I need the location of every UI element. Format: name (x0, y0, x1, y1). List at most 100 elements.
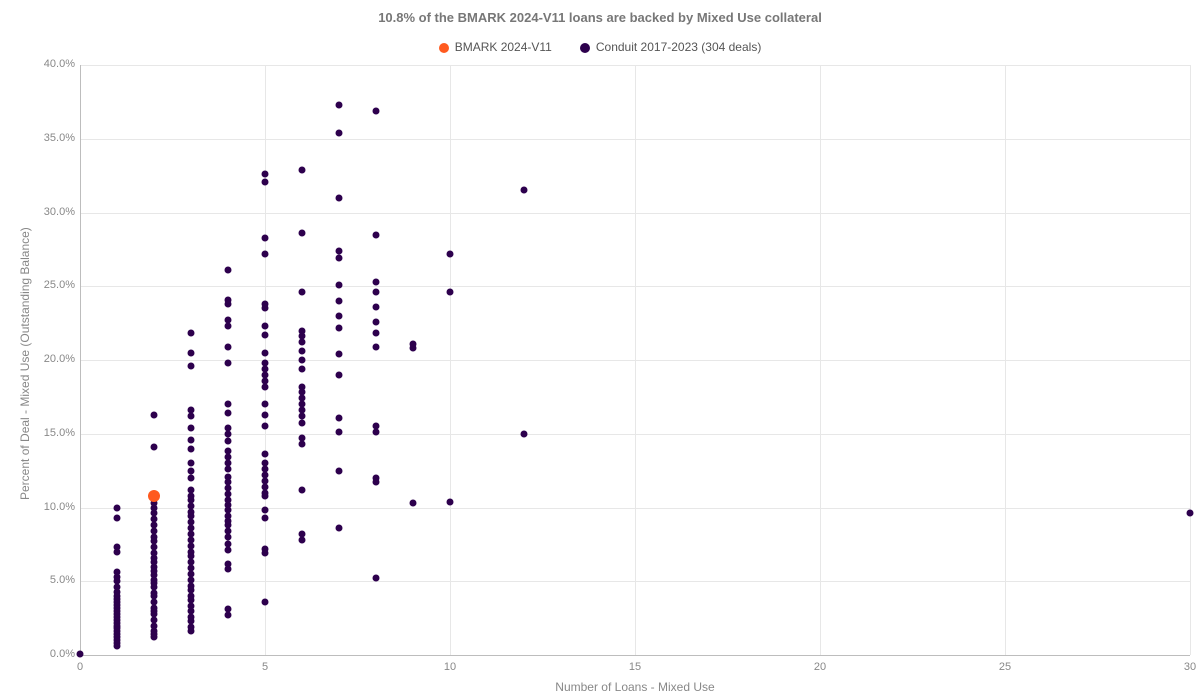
data-point (188, 330, 195, 337)
data-point (188, 475, 195, 482)
data-point (262, 359, 269, 366)
gridline-x (80, 65, 81, 655)
chart-title: 10.8% of the BMARK 2024-V11 loans are ba… (0, 10, 1200, 25)
data-point (114, 504, 121, 511)
data-point (299, 230, 306, 237)
data-point (410, 500, 417, 507)
mixed-use-scatter-chart: 10.8% of the BMARK 2024-V11 loans are ba… (0, 0, 1200, 700)
data-point (148, 490, 160, 502)
data-point (262, 171, 269, 178)
x-tick-label: 20 (805, 661, 835, 673)
data-point (262, 331, 269, 338)
data-point (336, 298, 343, 305)
legend-label: Conduit 2017-2023 (304 deals) (596, 40, 761, 54)
data-point (1187, 510, 1194, 517)
legend-label: BMARK 2024-V11 (455, 40, 552, 54)
gridline-x (450, 65, 451, 655)
x-tick-label: 30 (1175, 661, 1200, 673)
data-point (373, 423, 380, 430)
data-point (447, 289, 454, 296)
data-point (336, 312, 343, 319)
y-tick-label: 35.0% (30, 132, 75, 144)
data-point (336, 194, 343, 201)
data-point (521, 187, 528, 194)
data-point (262, 300, 269, 307)
data-point (336, 247, 343, 254)
data-point (336, 255, 343, 262)
data-point (410, 340, 417, 347)
y-tick-label: 20.0% (30, 353, 75, 365)
data-point (225, 359, 232, 366)
data-point (262, 323, 269, 330)
x-tick-label: 10 (435, 661, 465, 673)
data-point (262, 460, 269, 467)
data-point (188, 486, 195, 493)
data-point (373, 343, 380, 350)
data-point (114, 514, 121, 521)
data-point (373, 303, 380, 310)
data-point (262, 451, 269, 458)
data-point (188, 460, 195, 467)
data-point (299, 531, 306, 538)
data-point (262, 545, 269, 552)
legend-item: BMARK 2024-V11 (439, 40, 552, 54)
data-point (336, 281, 343, 288)
data-point (336, 371, 343, 378)
gridline-y (80, 655, 1190, 656)
data-point (77, 650, 84, 657)
data-point (521, 430, 528, 437)
x-tick-label: 25 (990, 661, 1020, 673)
gridline-x (1190, 65, 1191, 655)
data-point (336, 467, 343, 474)
data-point (225, 541, 232, 548)
data-point (188, 349, 195, 356)
data-point (225, 448, 232, 455)
data-point (262, 401, 269, 408)
data-point (373, 107, 380, 114)
data-point (299, 365, 306, 372)
data-point (373, 289, 380, 296)
data-point (336, 429, 343, 436)
data-point (188, 407, 195, 414)
gridline-x (820, 65, 821, 655)
data-point (262, 514, 269, 521)
data-point (188, 436, 195, 443)
data-point (299, 383, 306, 390)
y-tick-label: 25.0% (30, 279, 75, 291)
y-tick-label: 15.0% (30, 427, 75, 439)
data-point (262, 598, 269, 605)
x-axis-title: Number of Loans - Mixed Use (535, 680, 735, 694)
data-point (373, 278, 380, 285)
y-tick-label: 10.0% (30, 501, 75, 513)
x-tick-label: 15 (620, 661, 650, 673)
data-point (262, 507, 269, 514)
data-point (114, 544, 121, 551)
data-point (299, 435, 306, 442)
data-point (188, 424, 195, 431)
data-point (225, 343, 232, 350)
data-point (336, 351, 343, 358)
y-tick-label: 5.0% (30, 574, 75, 586)
legend: BMARK 2024-V11 Conduit 2017-2023 (304 dea… (0, 40, 1200, 54)
legend-swatch (439, 43, 449, 53)
data-point (262, 178, 269, 185)
data-point (373, 330, 380, 337)
x-tick-label: 0 (65, 661, 95, 673)
legend-swatch (580, 43, 590, 53)
data-point (336, 324, 343, 331)
data-point (225, 424, 232, 431)
data-point (262, 423, 269, 430)
data-point (373, 575, 380, 582)
data-point (299, 327, 306, 334)
data-point (299, 357, 306, 364)
x-tick-label: 5 (250, 661, 280, 673)
gridline-x (635, 65, 636, 655)
data-point (336, 525, 343, 532)
data-point (188, 445, 195, 452)
data-point (188, 467, 195, 474)
data-point (225, 560, 232, 567)
data-point (299, 420, 306, 427)
data-point (262, 349, 269, 356)
data-point (336, 129, 343, 136)
data-point (299, 289, 306, 296)
